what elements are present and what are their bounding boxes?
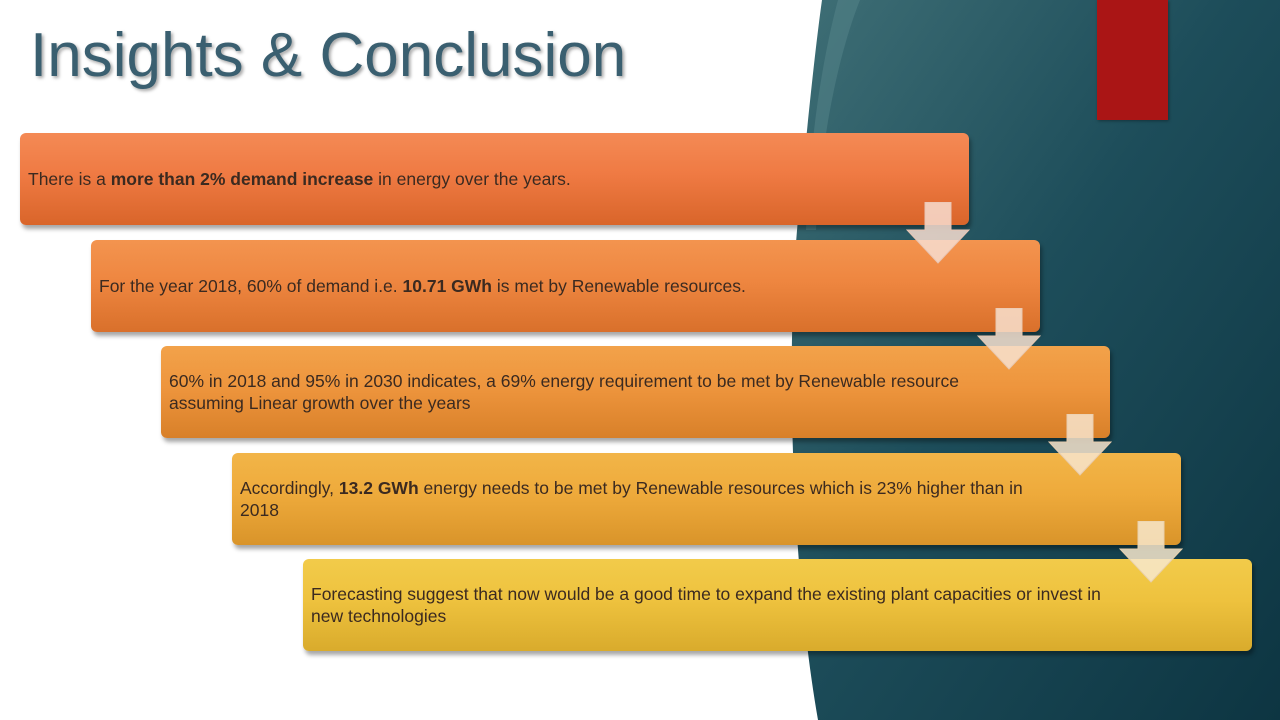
down-arrow-icon bbox=[906, 202, 970, 264]
down-arrow-icon bbox=[1119, 521, 1183, 583]
accent-rectangle bbox=[1097, 0, 1168, 120]
slide-title: Insights & Conclusion bbox=[30, 21, 627, 90]
insight-text-3: 60% in 2018 and 95% in 2030 indicates, a… bbox=[169, 371, 959, 413]
insight-box-2: For the year 2018, 60% of demand i.e. 10… bbox=[91, 240, 1040, 332]
down-arrow-icon bbox=[977, 308, 1041, 370]
down-arrow-icon bbox=[1048, 414, 1112, 476]
insight-box-4: Accordingly, 13.2 GWh energy needs to be… bbox=[232, 453, 1181, 545]
insight-text-4: Accordingly, 13.2 GWh energy needs to be… bbox=[240, 478, 1023, 520]
insight-box-3: 60% in 2018 and 95% in 2030 indicates, a… bbox=[161, 346, 1110, 438]
insight-text-1: There is a more than 2% demand increase … bbox=[28, 169, 571, 189]
insight-box-1: There is a more than 2% demand increase … bbox=[20, 133, 969, 225]
insight-text-2: For the year 2018, 60% of demand i.e. 10… bbox=[99, 276, 746, 296]
insight-box-5: Forecasting suggest that now would be a … bbox=[303, 559, 1252, 651]
insight-text-5: Forecasting suggest that now would be a … bbox=[311, 584, 1101, 626]
